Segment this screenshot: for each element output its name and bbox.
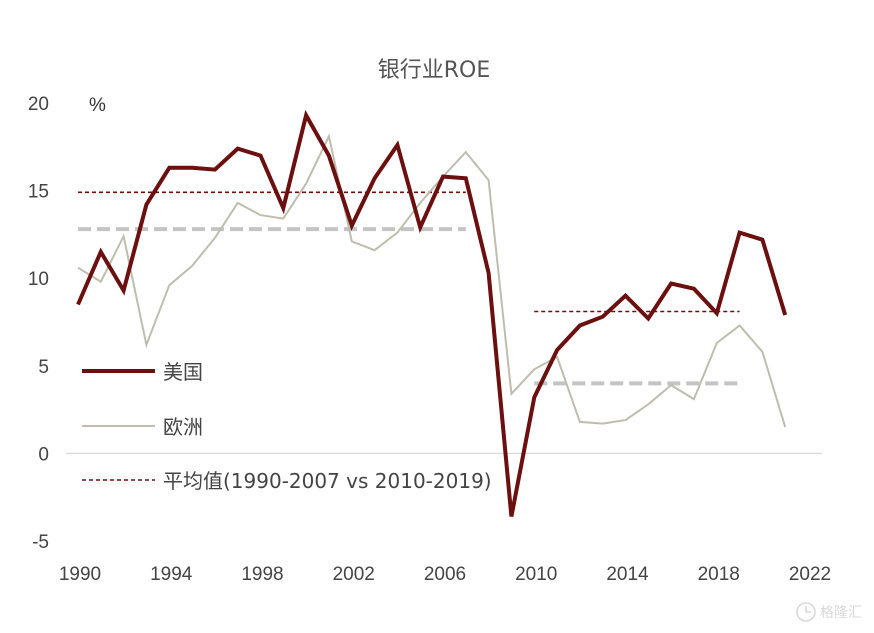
y-tick-label: 20 xyxy=(28,94,49,115)
x-tick-label: 1994 xyxy=(150,564,193,585)
series-line-us xyxy=(76,109,788,517)
legend: 美国 欧洲 平均值(1990-2007 vs 2010-2019) xyxy=(82,360,492,493)
chart-title: 银行业ROE xyxy=(378,58,491,83)
series-lines xyxy=(76,109,788,517)
x-tick-label: 1990 xyxy=(59,564,101,585)
x-tick-label: 2014 xyxy=(606,564,649,585)
legend-label-eu: 欧洲 xyxy=(163,415,203,439)
average-lines xyxy=(78,191,740,386)
watermark-text: 格隆汇 xyxy=(820,605,862,621)
legend-label-avg: 平均值(1990-2007 vs 2010-2019) xyxy=(163,469,492,493)
x-tick-label: 2018 xyxy=(698,564,740,585)
y-tick-label: -5 xyxy=(32,532,49,553)
y-tick-label: 15 xyxy=(28,182,49,203)
y-tick-label: 0 xyxy=(38,444,49,465)
y-axis-ticks: -5 0 5 10 15 20 xyxy=(28,94,49,553)
x-tick-label: 1998 xyxy=(241,564,283,585)
x-tick-label: 2002 xyxy=(333,564,375,585)
y-tick-label: 5 xyxy=(38,357,49,378)
watermark: 格隆汇 xyxy=(796,602,862,622)
gelonghui-logo-icon xyxy=(796,602,816,622)
legend-label-us: 美国 xyxy=(163,360,203,384)
y-tick-label: 10 xyxy=(28,269,49,290)
x-tick-label: 2022 xyxy=(789,564,831,585)
x-tick-label: 2006 xyxy=(424,564,466,585)
y-unit-label: % xyxy=(89,95,106,116)
x-axis-ticks: 1990 1994 1998 2002 2006 2010 2014 2018 2022 xyxy=(59,564,831,585)
series-line-eu xyxy=(77,133,787,428)
x-tick-label: 2010 xyxy=(515,564,557,585)
